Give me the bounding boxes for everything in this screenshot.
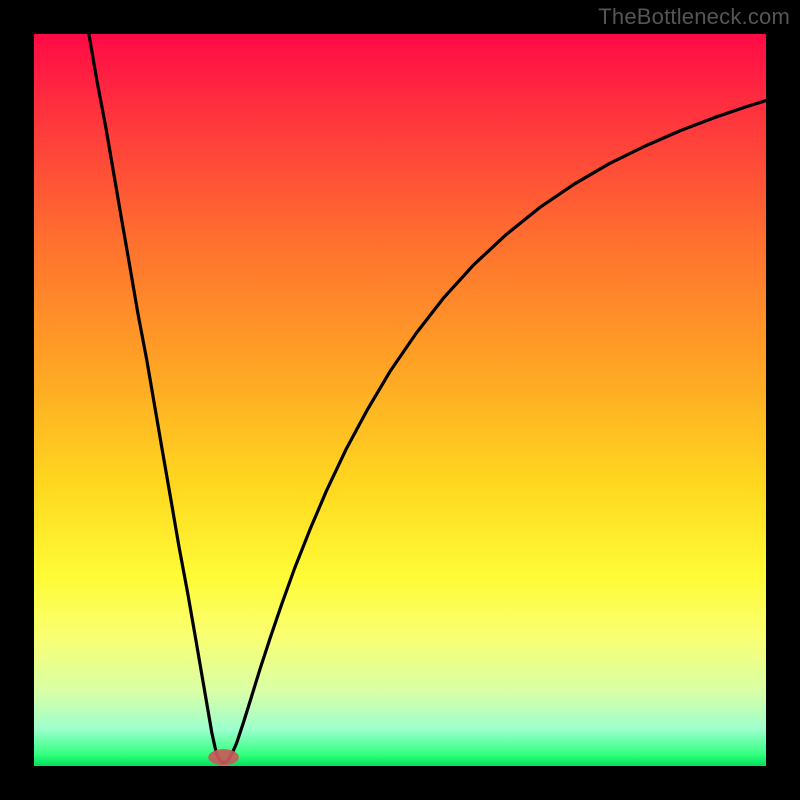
watermark-text: TheBottleneck.com [598, 4, 790, 30]
plot-gradient-background [34, 34, 766, 766]
chart-container: TheBottleneck.com [0, 0, 800, 800]
chart-svg [0, 0, 800, 800]
optimal-point-marker [208, 749, 239, 765]
